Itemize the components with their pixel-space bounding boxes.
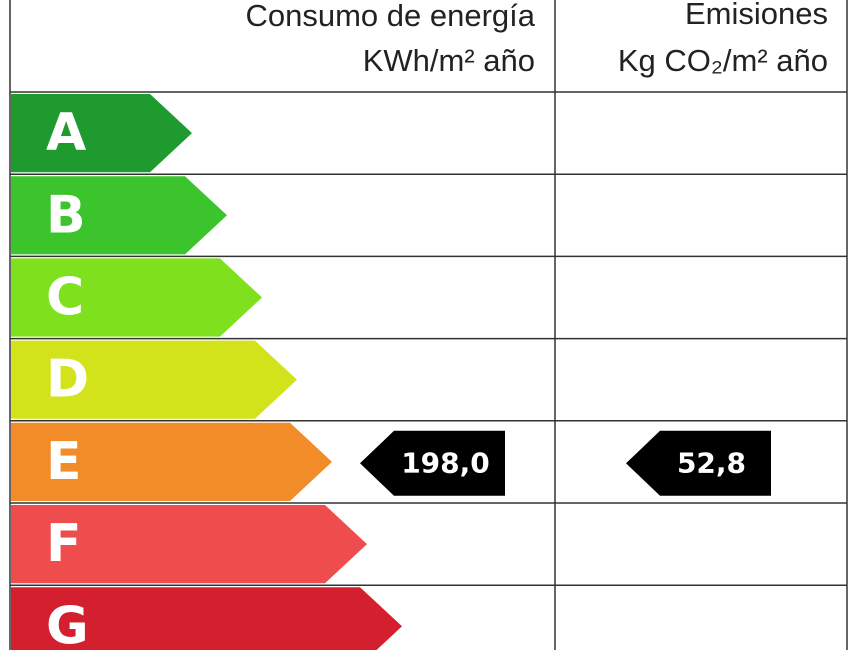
rating-arrow xyxy=(11,587,402,650)
rating-letter: C xyxy=(46,268,84,328)
rating-arrow xyxy=(11,258,262,337)
emission-title: Emisiones xyxy=(685,0,828,31)
rating-letter: B xyxy=(46,185,86,245)
rating-letter: A xyxy=(46,103,86,163)
rating-letter: E xyxy=(46,432,82,492)
rating-arrow xyxy=(11,176,227,255)
rating-letter: D xyxy=(46,350,89,410)
rating-letter: F xyxy=(46,514,82,574)
value-label: 52,8 xyxy=(677,446,746,479)
energy-unit: KWh/m² año xyxy=(363,43,535,78)
value-tag xyxy=(626,430,771,496)
value-tag xyxy=(360,430,505,496)
emission-unit: Kg CO₂/m² año xyxy=(618,43,828,78)
rating-arrow xyxy=(11,94,192,173)
energy-title: Consumo de energía xyxy=(245,0,535,33)
rating-arrow xyxy=(11,340,297,419)
rating-arrow xyxy=(11,505,367,584)
rating-arrow xyxy=(11,422,332,501)
rating-letter: G xyxy=(46,596,89,650)
value-label: 198,0 xyxy=(401,446,490,479)
